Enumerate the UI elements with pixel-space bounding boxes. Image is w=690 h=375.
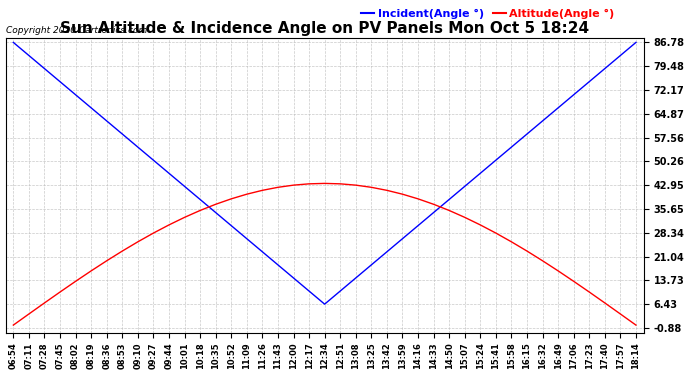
Legend: Incident(Angle °), Altitude(Angle °): Incident(Angle °), Altitude(Angle °) [357, 5, 619, 24]
Title: Sun Altitude & Incidence Angle on PV Panels Mon Oct 5 18:24: Sun Altitude & Incidence Angle on PV Pan… [60, 21, 589, 36]
Text: Copyright 2020 Cartronics.com: Copyright 2020 Cartronics.com [6, 26, 147, 35]
